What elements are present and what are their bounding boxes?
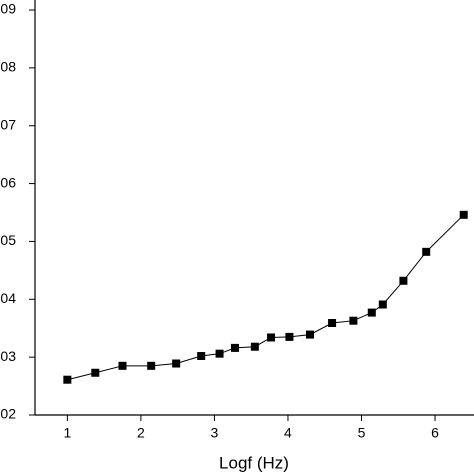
data-point xyxy=(306,330,315,339)
x-tick-label: 6 xyxy=(431,425,439,441)
data-point xyxy=(378,300,387,309)
data-point xyxy=(172,359,181,368)
data-point xyxy=(215,349,224,358)
y-tick-label: 06 xyxy=(0,174,16,190)
y-tick-label: 05 xyxy=(0,232,16,248)
data-point xyxy=(267,333,276,342)
x-tick-label: 5 xyxy=(358,425,366,441)
data-point xyxy=(367,308,376,317)
data-point xyxy=(285,332,294,341)
data-point xyxy=(231,343,240,352)
data-point xyxy=(328,319,337,328)
data-point xyxy=(147,361,156,370)
data-point xyxy=(63,375,72,384)
data-point xyxy=(250,342,259,351)
data-point xyxy=(459,210,468,219)
y-tick-label: 04 xyxy=(0,290,16,306)
y-tick-label: 02 xyxy=(0,406,16,422)
data-point xyxy=(91,368,100,377)
data-point xyxy=(399,276,408,285)
x-tick-label: 3 xyxy=(211,425,219,441)
data-point xyxy=(349,316,358,325)
data-point xyxy=(197,351,206,360)
y-tick-label: 09 xyxy=(0,1,16,17)
data-point xyxy=(422,247,431,256)
data-point xyxy=(118,361,127,370)
x-tick-label: 2 xyxy=(137,425,145,441)
x-tick-label: 1 xyxy=(63,425,71,441)
series-line xyxy=(67,214,465,381)
x-axis-label: Logf (Hz) xyxy=(219,453,289,472)
y-tick-label: 08 xyxy=(0,59,16,75)
y-tick-label: 07 xyxy=(0,116,16,132)
y-tick-label: 03 xyxy=(0,348,16,364)
x-tick-label: 4 xyxy=(284,425,292,441)
